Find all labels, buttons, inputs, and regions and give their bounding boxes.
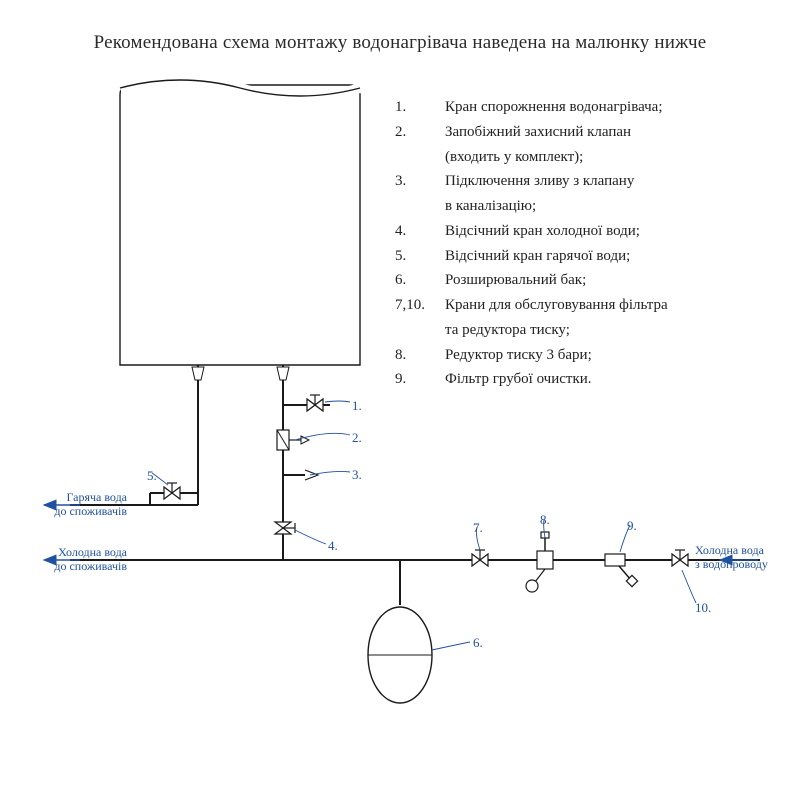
heater-body xyxy=(120,85,360,365)
shutoff-valve-5 xyxy=(164,483,180,499)
safety-valve-2 xyxy=(277,430,309,450)
service-valve-10 xyxy=(672,550,688,566)
pressure-reducer-8 xyxy=(526,532,553,592)
plumbing-diagram xyxy=(0,0,800,800)
service-valve-7 xyxy=(472,550,488,566)
drain-valve-1 xyxy=(307,395,323,411)
coarse-filter-9 xyxy=(605,554,638,587)
shutoff-valve-4 xyxy=(275,522,295,534)
